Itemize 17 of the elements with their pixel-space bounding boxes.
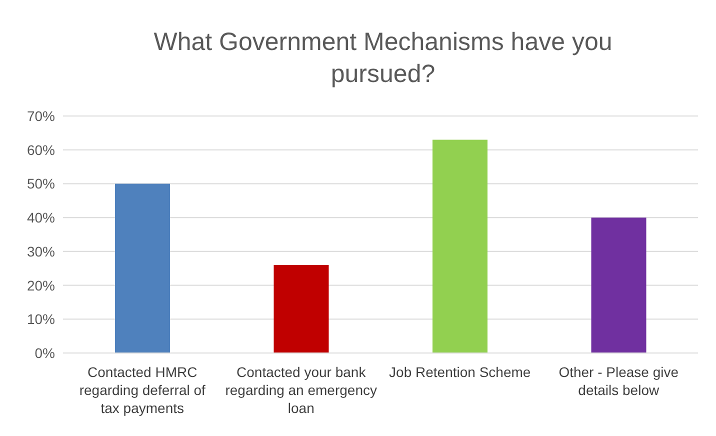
y-tick-label: 50% bbox=[26, 176, 55, 192]
y-tick-label: 20% bbox=[26, 277, 55, 294]
x-tick-label: Contacted HMRC regarding deferral of tax payments bbox=[79, 364, 206, 416]
x-tick-label: Other - Please give details below bbox=[558, 364, 679, 398]
chart-title: What Government Mechanisms have you pursued? bbox=[154, 28, 612, 88]
bar bbox=[432, 140, 488, 353]
x-tick-label: Contacted your bank regarding an emergency loan bbox=[225, 364, 378, 416]
y-tick-label: 30% bbox=[26, 243, 55, 260]
bar bbox=[115, 184, 170, 353]
y-tick-label: 70% bbox=[26, 108, 55, 124]
y-tick-label: 0% bbox=[34, 344, 55, 361]
bar bbox=[274, 264, 329, 353]
x-tick-label: Job Retention Scheme bbox=[389, 364, 531, 380]
y-tick-label: 40% bbox=[26, 210, 55, 226]
bar bbox=[591, 218, 646, 353]
y-tick-label: 10% bbox=[26, 311, 55, 328]
y-tick-label: 60% bbox=[26, 142, 55, 158]
